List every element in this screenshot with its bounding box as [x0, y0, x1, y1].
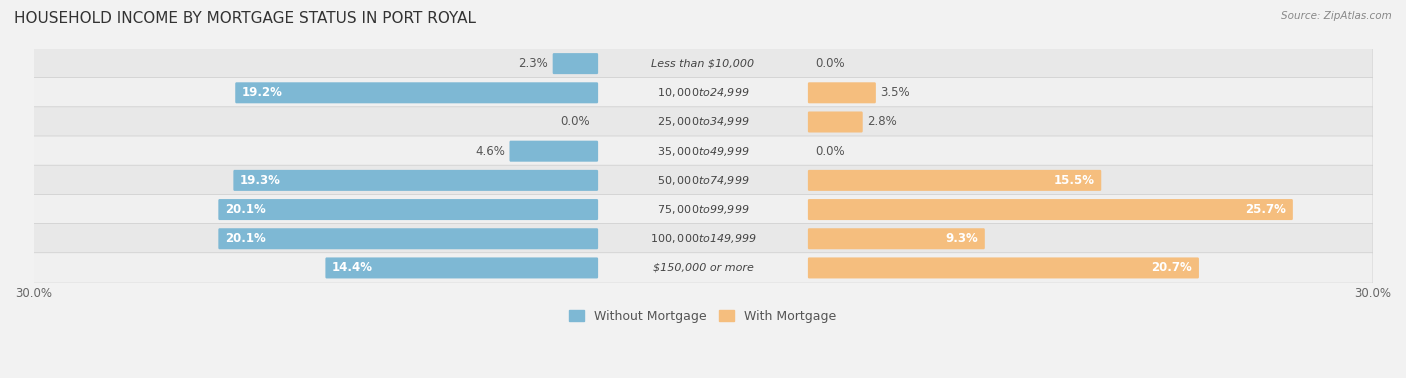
FancyBboxPatch shape	[34, 107, 1372, 137]
FancyBboxPatch shape	[808, 199, 1294, 220]
Text: $35,000 to $49,999: $35,000 to $49,999	[657, 145, 749, 158]
Text: $150,000 or more: $150,000 or more	[652, 263, 754, 273]
FancyBboxPatch shape	[509, 141, 598, 162]
Text: 3.5%: 3.5%	[880, 86, 910, 99]
Text: 20.7%: 20.7%	[1152, 262, 1192, 274]
FancyBboxPatch shape	[325, 257, 598, 279]
Text: $25,000 to $34,999: $25,000 to $34,999	[657, 116, 749, 129]
Text: $50,000 to $74,999: $50,000 to $74,999	[657, 174, 749, 187]
FancyBboxPatch shape	[218, 228, 598, 249]
Text: 19.2%: 19.2%	[242, 86, 283, 99]
Text: 25.7%: 25.7%	[1246, 203, 1286, 216]
Text: Source: ZipAtlas.com: Source: ZipAtlas.com	[1281, 11, 1392, 21]
FancyBboxPatch shape	[34, 194, 1372, 225]
FancyBboxPatch shape	[808, 228, 984, 249]
Text: 20.1%: 20.1%	[225, 232, 266, 245]
Text: 19.3%: 19.3%	[240, 174, 281, 187]
FancyBboxPatch shape	[34, 165, 1372, 195]
Legend: Without Mortgage, With Mortgage: Without Mortgage, With Mortgage	[564, 305, 842, 328]
FancyBboxPatch shape	[34, 136, 1372, 166]
FancyBboxPatch shape	[34, 253, 1372, 283]
Text: 14.4%: 14.4%	[332, 262, 373, 274]
Text: 0.0%: 0.0%	[815, 57, 845, 70]
FancyBboxPatch shape	[808, 170, 1101, 191]
Text: 0.0%: 0.0%	[561, 116, 591, 129]
FancyBboxPatch shape	[34, 223, 1372, 254]
FancyBboxPatch shape	[34, 48, 1372, 79]
FancyBboxPatch shape	[553, 53, 598, 74]
Text: 15.5%: 15.5%	[1053, 174, 1094, 187]
FancyBboxPatch shape	[34, 77, 1372, 108]
Text: $75,000 to $99,999: $75,000 to $99,999	[657, 203, 749, 216]
Text: $100,000 to $149,999: $100,000 to $149,999	[650, 232, 756, 245]
FancyBboxPatch shape	[218, 199, 598, 220]
Text: 4.6%: 4.6%	[475, 145, 505, 158]
FancyBboxPatch shape	[235, 82, 598, 103]
Text: 2.3%: 2.3%	[519, 57, 548, 70]
FancyBboxPatch shape	[233, 170, 598, 191]
Text: $10,000 to $24,999: $10,000 to $24,999	[657, 86, 749, 99]
Text: 0.0%: 0.0%	[815, 145, 845, 158]
FancyBboxPatch shape	[808, 82, 876, 103]
Text: 2.8%: 2.8%	[868, 116, 897, 129]
FancyBboxPatch shape	[808, 112, 863, 133]
Text: HOUSEHOLD INCOME BY MORTGAGE STATUS IN PORT ROYAL: HOUSEHOLD INCOME BY MORTGAGE STATUS IN P…	[14, 11, 477, 26]
Text: Less than $10,000: Less than $10,000	[651, 59, 755, 69]
Text: 9.3%: 9.3%	[945, 232, 979, 245]
FancyBboxPatch shape	[808, 257, 1199, 279]
Text: 20.1%: 20.1%	[225, 203, 266, 216]
